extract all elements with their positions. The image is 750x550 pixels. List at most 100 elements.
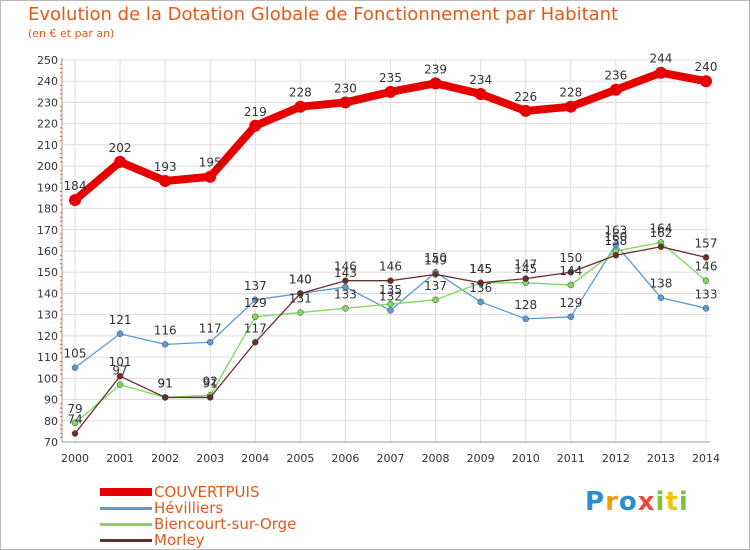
- data-label: 91: [203, 376, 218, 390]
- data-label: 239: [424, 62, 447, 76]
- data-point: [522, 315, 529, 323]
- logo-letter: r: [605, 487, 619, 517]
- data-label: 133: [695, 287, 718, 301]
- y-tick-label: 210: [37, 139, 58, 152]
- data-label: 195: [199, 156, 222, 170]
- y-tick-label: 90: [44, 394, 58, 407]
- data-point: [297, 290, 304, 297]
- data-point: [700, 75, 712, 88]
- data-label: 146: [695, 260, 718, 274]
- data-point: [116, 330, 124, 338]
- data-label: 149: [424, 253, 447, 267]
- data-point: [387, 277, 394, 284]
- y-tick-label: 230: [37, 96, 58, 109]
- logo-letter: i: [678, 487, 689, 517]
- data-label: 193: [154, 160, 177, 174]
- x-tick-label: 2014: [692, 452, 720, 465]
- data-label: 150: [424, 251, 447, 265]
- data-point: [612, 251, 620, 259]
- data-label: 79: [67, 402, 82, 416]
- y-tick-label: 220: [37, 118, 58, 131]
- data-label: 137: [424, 279, 447, 293]
- data-point: [564, 100, 577, 113]
- data-label: 240: [695, 60, 718, 74]
- data-label: 235: [379, 71, 402, 85]
- x-tick-label: 2005: [286, 452, 314, 465]
- logo-letter: o: [618, 487, 638, 517]
- y-tick-label: 100: [37, 372, 58, 385]
- data-point: [522, 275, 529, 282]
- data-label: 132: [379, 289, 402, 303]
- data-label: 230: [334, 81, 357, 95]
- data-point: [702, 254, 710, 261]
- y-tick-label: 70: [44, 436, 58, 449]
- x-tick-label: 2009: [467, 452, 495, 465]
- data-label: 92: [203, 374, 218, 388]
- data-label: 117: [199, 321, 222, 335]
- data-point: [204, 170, 217, 183]
- data-label: 157: [695, 236, 718, 250]
- data-point: [387, 307, 394, 314]
- data-point: [429, 77, 442, 90]
- legend-label: Morley: [154, 531, 205, 549]
- data-point: [294, 100, 307, 113]
- legend-swatch: [100, 523, 152, 526]
- data-label: 101: [109, 355, 132, 369]
- y-tick-label: 130: [37, 309, 58, 322]
- data-point: [654, 66, 667, 79]
- data-label: 117: [244, 321, 267, 335]
- data-label: 236: [604, 69, 627, 83]
- y-tick-label: 150: [37, 266, 58, 279]
- logo-letter: i: [655, 487, 666, 517]
- data-label: 146: [379, 260, 402, 274]
- data-label: 129: [559, 296, 582, 310]
- legend-swatch: [100, 539, 152, 542]
- data-label: 150: [559, 251, 582, 265]
- logo-letter: P: [585, 487, 606, 517]
- legend-swatch: [100, 507, 152, 510]
- data-label: 128: [514, 298, 537, 312]
- data-label: 228: [289, 86, 312, 100]
- data-label: 146: [334, 260, 357, 274]
- data-label: 137: [244, 279, 267, 293]
- data-label: 129: [244, 296, 267, 310]
- data-point: [116, 381, 124, 388]
- data-point: [339, 96, 352, 109]
- data-point: [477, 298, 484, 306]
- data-point: [384, 85, 397, 98]
- data-point: [114, 155, 127, 168]
- data-label: 135: [379, 283, 402, 297]
- logo-letter: t: [665, 487, 679, 517]
- data-label: 145: [514, 262, 537, 276]
- data-point: [387, 300, 394, 308]
- data-label: 226: [514, 90, 537, 104]
- data-label: 162: [649, 226, 672, 240]
- data-label: 91: [158, 376, 173, 390]
- data-label: 91: [158, 376, 173, 390]
- data-label: 160: [604, 230, 627, 244]
- data-label: 219: [244, 105, 267, 119]
- data-point: [252, 339, 259, 346]
- proxiti-logo: Proxiti: [585, 487, 689, 517]
- chart-title: Evolution de la Dotation Globale de Fonc…: [28, 4, 619, 25]
- data-point: [71, 430, 79, 437]
- data-point: [567, 313, 575, 321]
- data-point: [609, 83, 622, 96]
- data-label: 164: [649, 222, 672, 236]
- data-point: [71, 364, 79, 371]
- data-label: 143: [334, 266, 357, 280]
- x-tick-label: 2001: [106, 452, 134, 465]
- data-point: [702, 305, 710, 312]
- x-tick-label: 2006: [331, 452, 359, 465]
- y-tick-label: 200: [37, 160, 58, 173]
- data-label: 131: [289, 292, 312, 306]
- data-label: 228: [559, 86, 582, 100]
- data-label: 140: [289, 272, 312, 286]
- x-tick-label: 2004: [241, 452, 269, 465]
- data-point: [342, 277, 349, 284]
- y-tick-label: 240: [37, 75, 58, 88]
- legend-label: COUVERTPUIS: [154, 483, 260, 501]
- data-point: [342, 283, 349, 291]
- data-label: 145: [469, 262, 492, 276]
